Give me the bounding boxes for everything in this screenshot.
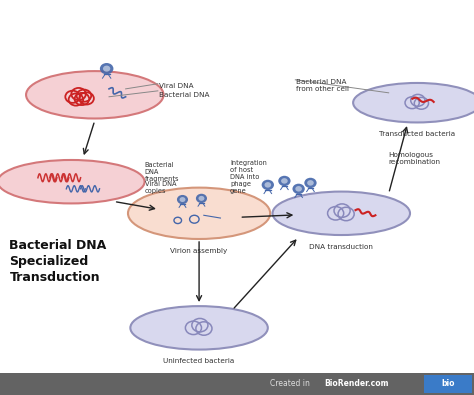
Text: Viral DNA: Viral DNA xyxy=(159,83,193,89)
Text: DNA transduction: DNA transduction xyxy=(310,244,373,250)
Ellipse shape xyxy=(353,83,474,122)
Ellipse shape xyxy=(0,160,145,203)
Text: Bacterial DNA: Bacterial DNA xyxy=(159,92,210,98)
Text: Integration
of host
DNA into
phage
gene: Integration of host DNA into phage gene xyxy=(230,160,267,194)
Text: Transducted bacteria: Transducted bacteria xyxy=(379,131,455,137)
Circle shape xyxy=(177,195,188,204)
Circle shape xyxy=(180,197,185,202)
Text: Bacterial DNA
Specialized
Transduction: Bacterial DNA Specialized Transduction xyxy=(9,239,107,284)
Ellipse shape xyxy=(26,71,164,118)
Circle shape xyxy=(304,178,317,188)
Circle shape xyxy=(278,176,291,186)
Text: Virion assembly: Virion assembly xyxy=(171,248,228,254)
Ellipse shape xyxy=(128,188,270,239)
Circle shape xyxy=(196,194,207,203)
Text: Bacterial DNA
from other cell: Bacterial DNA from other cell xyxy=(296,79,349,92)
Circle shape xyxy=(292,184,305,194)
Circle shape xyxy=(281,178,288,184)
Circle shape xyxy=(100,63,113,74)
Text: Viral DNA
copies: Viral DNA copies xyxy=(145,181,176,194)
Text: BioRender.com: BioRender.com xyxy=(325,380,389,388)
Text: bio: bio xyxy=(441,380,455,388)
Circle shape xyxy=(199,196,204,201)
Text: Homologous
recombination: Homologous recombination xyxy=(389,152,441,165)
Ellipse shape xyxy=(273,192,410,235)
Text: Bacterial
DNA
fragments: Bacterial DNA fragments xyxy=(145,162,179,182)
Text: Created in: Created in xyxy=(270,380,312,388)
Ellipse shape xyxy=(130,306,268,350)
Circle shape xyxy=(307,180,314,186)
Circle shape xyxy=(295,186,302,192)
Circle shape xyxy=(103,66,110,71)
Bar xyxy=(0,373,474,395)
Circle shape xyxy=(264,182,271,188)
Text: Uninfected bacteria: Uninfected bacteria xyxy=(164,358,235,364)
Bar xyxy=(424,375,472,393)
Circle shape xyxy=(262,180,274,190)
